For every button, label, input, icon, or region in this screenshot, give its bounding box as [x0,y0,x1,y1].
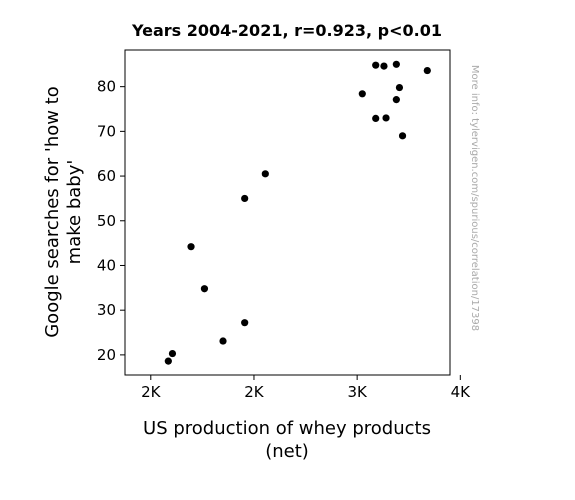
x-tick-label: 4K [451,383,472,401]
data-point [358,90,366,98]
data-point [187,243,195,251]
y-tick-label: 40 [97,256,116,274]
y-tick-label: 80 [97,78,116,96]
data-point [164,357,172,365]
x-axis-label: US production of whey products [143,418,431,439]
y-tick-label: 60 [97,167,116,185]
y-tick-label: 50 [97,212,116,230]
y-tick-label: 70 [97,122,116,140]
plot-area [124,49,451,376]
data-point [200,285,209,293]
y-axis-label: Google searches for 'how to [42,86,63,338]
y-axis-label-line2: make baby' [64,160,85,265]
data-point [398,132,407,140]
data-point [241,194,249,203]
y-axis: 20 30 40 50 60 70 80 [97,78,125,364]
data-point [372,114,380,122]
data-point [382,114,390,122]
data-point [219,337,227,345]
chart-title: Years 2004-2021, r=0.923, p<0.01 [131,21,442,40]
y-tick-label: 30 [97,301,116,319]
data-point [380,62,388,70]
data-point [241,319,249,327]
data-points [164,60,431,365]
data-point [168,349,177,358]
data-point [261,170,269,178]
data-point [395,83,404,92]
x-tick-label: 2K [244,383,265,401]
x-axis: 2K 2K 3K 4K [141,375,471,401]
data-point [392,96,400,104]
source-note: More info: tylervigen.com/spurious/corre… [469,65,480,331]
x-tick-label: 3K [347,383,368,401]
x-axis-label-line2: (net) [265,441,309,462]
y-tick-label: 20 [97,346,116,364]
x-tick-label: 2K [141,383,162,401]
data-point [392,60,400,68]
data-point [372,61,380,69]
data-point [423,66,431,75]
